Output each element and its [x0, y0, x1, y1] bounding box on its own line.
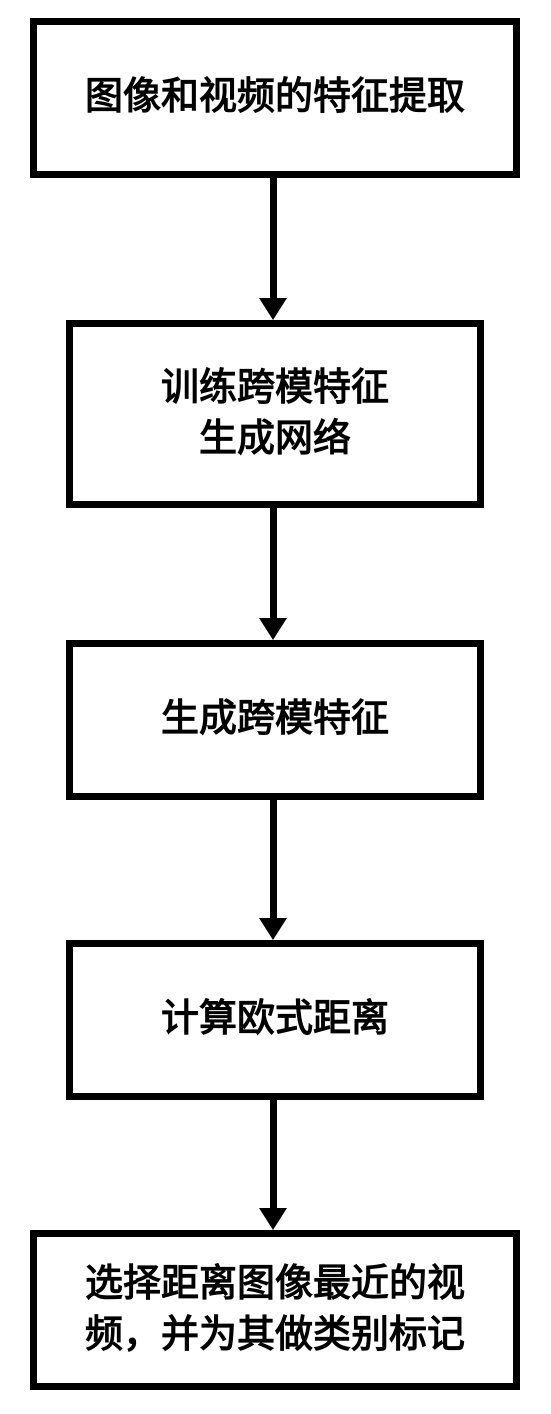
flowchart-container: 图像和视频的特征提取 训练跨模特征生成网络 生成跨模特征 计算欧式距离 选择距离…: [0, 0, 551, 1414]
node-label: 生成跨模特征: [161, 694, 389, 745]
flowchart-edge: [270, 508, 277, 618]
arrow-head-icon: [259, 618, 287, 640]
flowchart-edge: [270, 800, 277, 918]
flowchart-edge: [270, 178, 277, 298]
node-label: 选择距离图像最近的视频，并为其做类别标记: [85, 1259, 465, 1362]
flowchart-node: 训练跨模特征生成网络: [66, 320, 484, 508]
flowchart-node: 生成跨模特征: [66, 640, 484, 800]
flowchart-node: 计算欧式距离: [66, 940, 484, 1100]
flowchart-node: 选择距离图像最近的视频，并为其做类别标记: [30, 1230, 520, 1390]
arrow-head-icon: [259, 1208, 287, 1230]
node-label: 图像和视频的特征提取: [85, 72, 465, 123]
flowchart-edge: [270, 1100, 277, 1208]
arrow-head-icon: [259, 918, 287, 940]
arrow-head-icon: [259, 298, 287, 320]
node-label: 计算欧式距离: [161, 994, 389, 1045]
flowchart-node: 图像和视频的特征提取: [30, 18, 520, 178]
node-label: 训练跨模特征生成网络: [161, 363, 389, 466]
